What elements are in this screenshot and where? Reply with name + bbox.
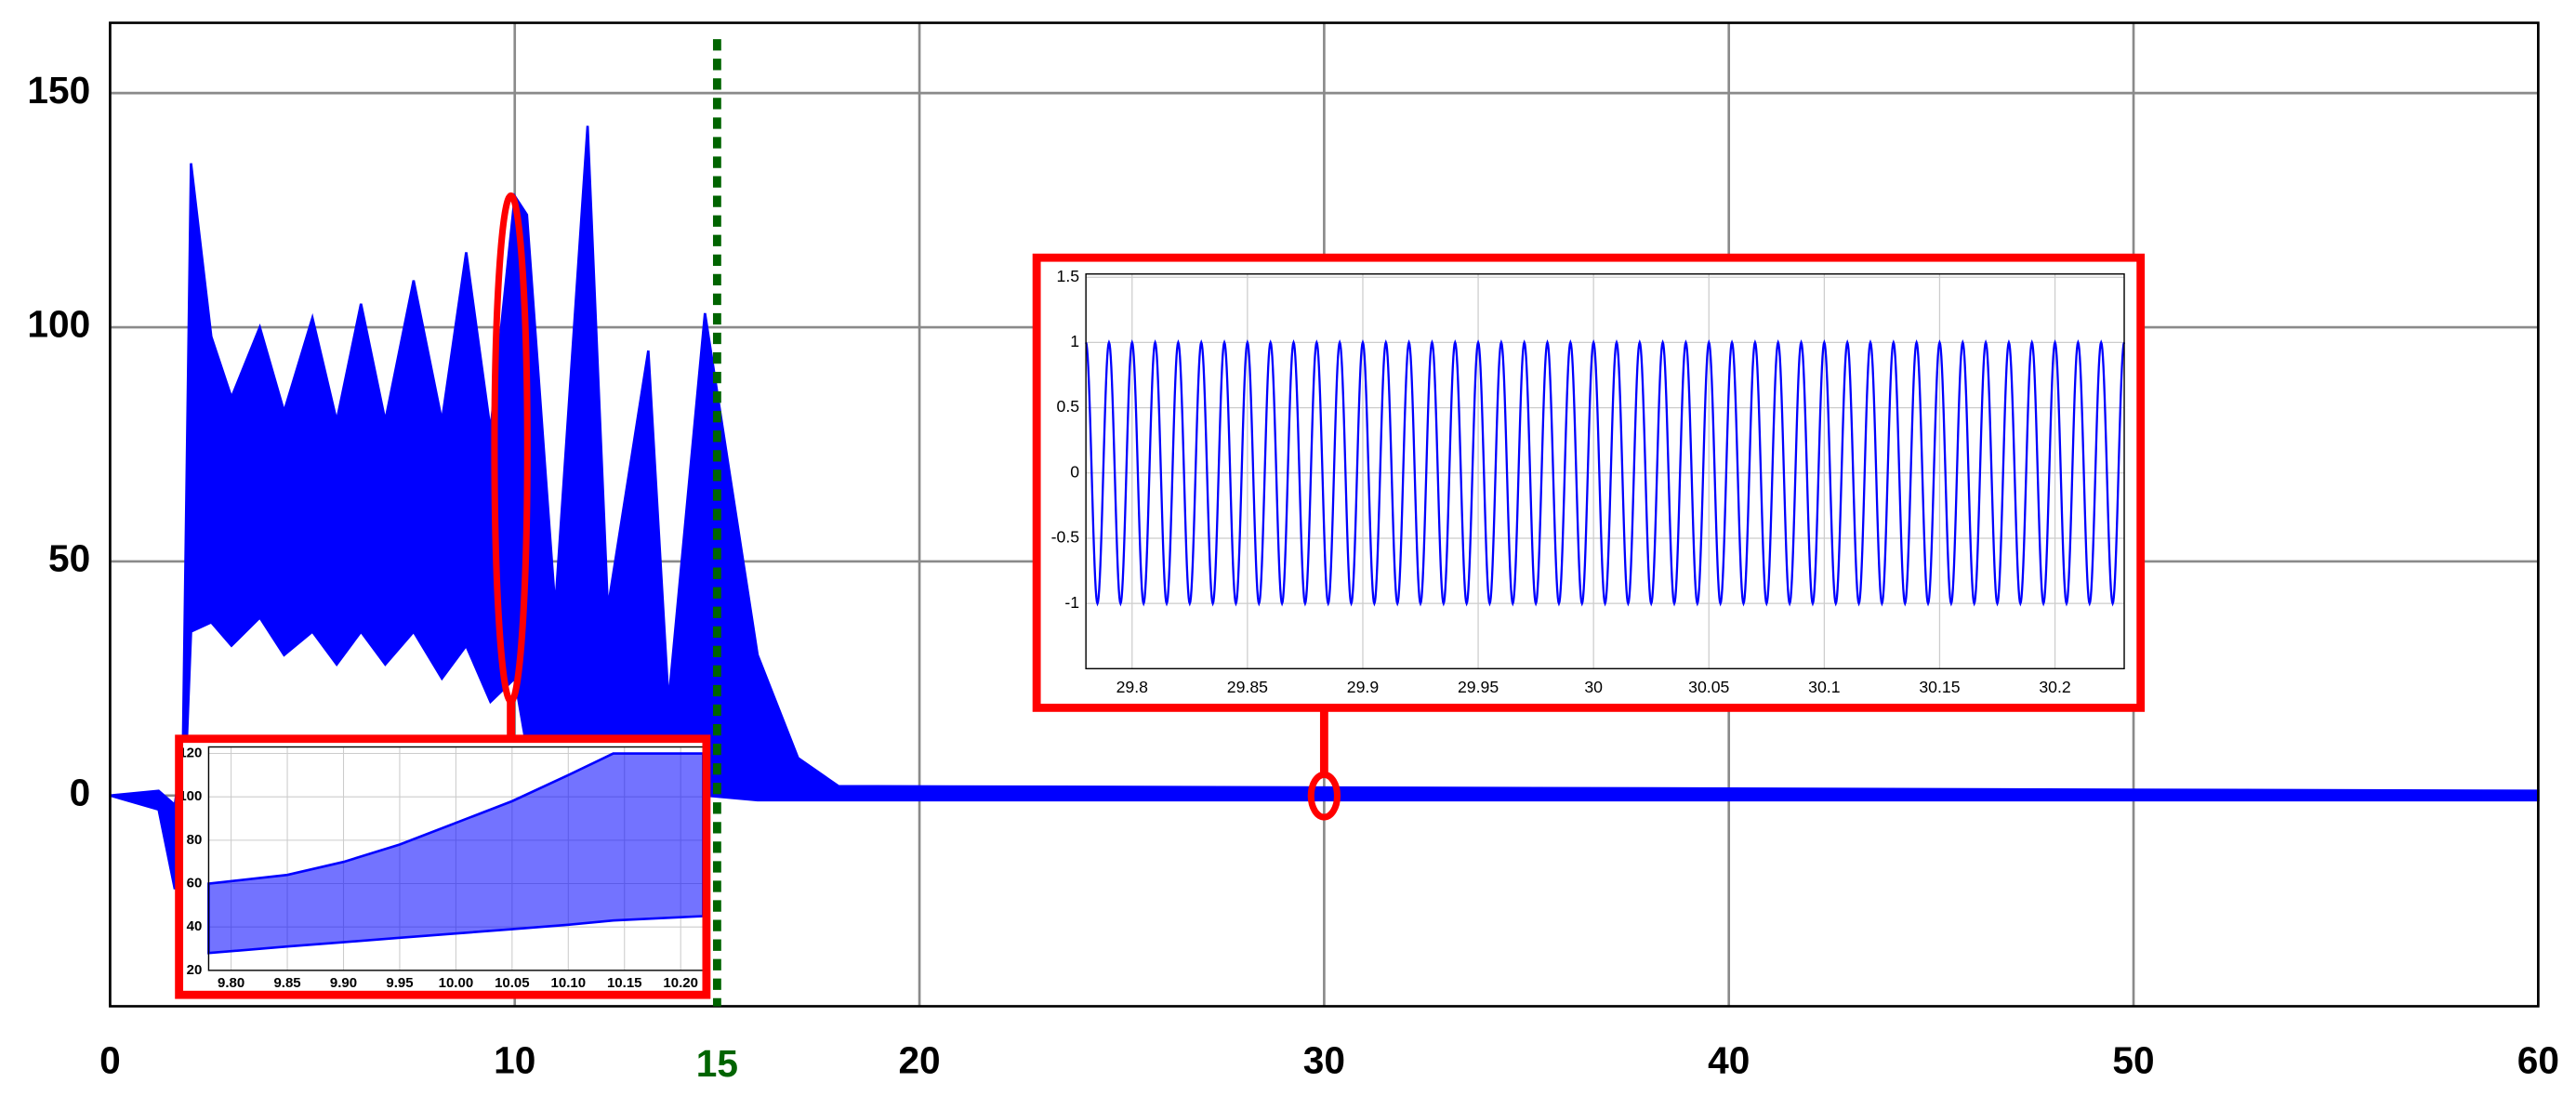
x-tick-label: 50 — [2112, 1039, 2154, 1082]
y-tick-label: 40 — [187, 918, 203, 934]
x-tick-label: 10 — [494, 1039, 535, 1082]
y-tick-label: -0.5 — [1051, 528, 1080, 547]
axes-frame — [109, 21, 2540, 1008]
x-tick-label: 10.10 — [551, 975, 587, 991]
y-tick-label: 50 — [48, 537, 90, 580]
x-tick-label: 0 — [99, 1039, 121, 1082]
x-tick-label: 9.80 — [218, 975, 244, 991]
x-tick-label: 10.20 — [663, 975, 698, 991]
x-tick-label: 30 — [1584, 678, 1603, 696]
y-tick-label: 20 — [187, 962, 203, 978]
x-tick-label: 60 — [2517, 1039, 2559, 1082]
inset-frame — [1032, 253, 2146, 712]
x-tick-label: 30.15 — [1919, 678, 1960, 696]
y-tick-label: 1 — [1070, 332, 1079, 350]
y-tick-label: 100 — [178, 788, 202, 804]
marker-label: 15 — [696, 1042, 738, 1085]
x-tick-label: 9.90 — [330, 975, 357, 991]
x-tick-label: 29.9 — [1347, 678, 1379, 696]
inset-frame — [175, 734, 711, 999]
x-tick-label: 30.2 — [2039, 678, 2070, 696]
y-tick-label: 100 — [27, 303, 90, 346]
y-tick-label: 0 — [1070, 462, 1079, 481]
x-tick-label: 40 — [1708, 1039, 1750, 1082]
x-tick-label: 10.00 — [439, 975, 474, 991]
x-tick-label: 30 — [1303, 1039, 1345, 1082]
x-tick-label: 9.85 — [273, 975, 300, 991]
x-tick-label: 29.95 — [1458, 678, 1499, 696]
y-tick-label: 1.5 — [1057, 267, 1080, 285]
y-tick-label: 0.5 — [1057, 397, 1080, 416]
x-tick-label: 29.85 — [1227, 678, 1268, 696]
y-tick-label: 120 — [178, 746, 202, 761]
y-tick-label: 150 — [27, 69, 90, 112]
y-tick-label: 80 — [187, 832, 203, 848]
inset-plot: 29.8 29.85 29.9 29.95 30 30.05 30.1 30.15 30.2 -1… — [1032, 253, 2146, 712]
x-tick-label: 30.1 — [1808, 678, 1840, 696]
sine-wave — [1085, 339, 2126, 607]
axes-frame — [1085, 273, 2125, 670]
y-tick-label: -1 — [1064, 593, 1079, 612]
x-tick-label: 20 — [898, 1039, 940, 1082]
x-tick-label: 29.8 — [1116, 678, 1149, 696]
x-tick-label: 10.05 — [495, 975, 530, 991]
inset-plot: 9.80 9.85 9.90 9.95 10.00 10.05 10.10 10.15 10.2… — [175, 734, 711, 999]
x-tick-label: 10.15 — [607, 975, 642, 991]
y-tick-label: 0 — [70, 772, 91, 814]
y-tick-label: 60 — [187, 876, 203, 891]
x-tick-label: 30.05 — [1688, 678, 1729, 696]
x-tick-label: 9.95 — [386, 975, 413, 991]
